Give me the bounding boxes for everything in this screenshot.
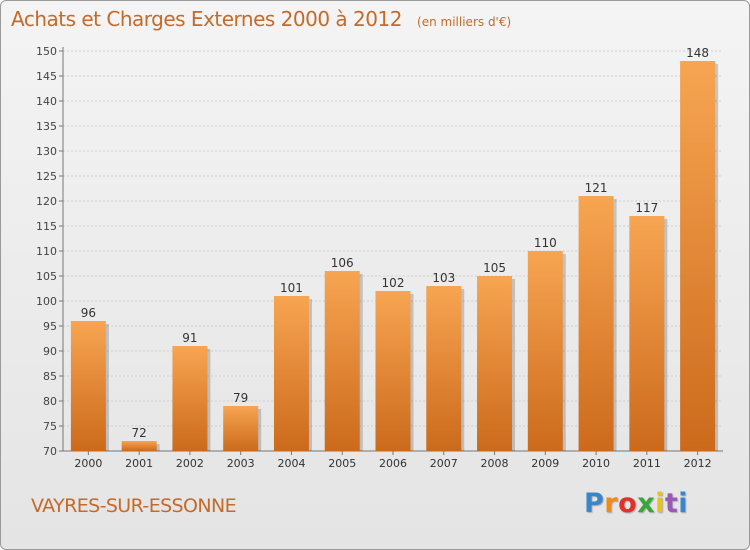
x-tick-label-2010: 2010 — [582, 457, 610, 470]
bar-2009 — [527, 251, 563, 451]
bars — [70, 61, 719, 451]
y-tick-label: 120 — [36, 195, 57, 208]
x-tick-label-2008: 2008 — [481, 457, 509, 470]
x-tick-label-2012: 2012 — [684, 457, 712, 470]
y-tick-label: 90 — [43, 345, 57, 358]
x-tick-label-2007: 2007 — [430, 457, 458, 470]
chart-unit: (en milliers d'€) — [417, 15, 512, 29]
data-label-2009: 110 — [534, 236, 557, 250]
data-label-2007: 103 — [432, 271, 455, 285]
bar-2012 — [680, 61, 716, 451]
y-tick-label: 130 — [36, 145, 57, 158]
bar-2010 — [578, 196, 614, 451]
data-label-2005: 106 — [331, 256, 354, 270]
y-tick-label: 85 — [43, 370, 57, 383]
x-tick-label-2009: 2009 — [531, 457, 559, 470]
y-tick-label: 145 — [36, 70, 57, 83]
bar-2006 — [375, 291, 411, 451]
data-label-2006: 102 — [382, 276, 405, 290]
bar-2000 — [70, 321, 106, 451]
bar-2004 — [273, 296, 309, 451]
bar-2008 — [477, 276, 513, 451]
y-tick-label: 95 — [43, 320, 57, 333]
y-tick-label: 150 — [36, 45, 57, 58]
data-label-2000: 96 — [81, 306, 96, 320]
data-label-2002: 91 — [182, 331, 197, 345]
data-label-2004: 101 — [280, 281, 303, 295]
data-label-2001: 72 — [132, 426, 147, 440]
x-tick-label-2001: 2001 — [125, 457, 153, 470]
bar-2005 — [324, 271, 360, 451]
bar-2002 — [172, 346, 208, 451]
y-tick-label: 100 — [36, 295, 57, 308]
data-label-2011: 117 — [635, 201, 658, 215]
axes: 70 75 80 85 90 95 100 105 110 115 120 125 130 135 140 1… — [36, 45, 723, 458]
y-tick-label: 110 — [36, 245, 57, 258]
x-tick-label-2004: 2004 — [277, 457, 305, 470]
y-tick-label: 80 — [43, 395, 57, 408]
x-tick-label-2003: 2003 — [227, 457, 255, 470]
y-tick-label: 125 — [36, 170, 57, 183]
data-label-2008: 105 — [483, 261, 506, 275]
y-tick-label: 135 — [36, 120, 57, 133]
y-tick-label: 115 — [36, 220, 57, 233]
title-line: Achats et Charges Externes 2000 à 2012 (… — [11, 7, 511, 31]
data-label-2003: 79 — [233, 391, 248, 405]
bar-2001 — [121, 441, 157, 451]
proxiti-logo[interactable]: Proxiti — [584, 488, 689, 519]
chart-title: Achats et Charges Externes 2000 à 2012 — [11, 7, 402, 31]
x-tick-label-2011: 2011 — [633, 457, 661, 470]
y-tick-label: 140 — [36, 95, 57, 108]
commune-name: VAYRES-SUR-ESSONNE — [31, 495, 237, 517]
data-label-2010: 121 — [585, 181, 608, 195]
bar-2003 — [223, 406, 259, 451]
y-tick-label: 70 — [43, 445, 57, 458]
x-tick-label-2006: 2006 — [379, 457, 407, 470]
y-tick-label: 75 — [43, 420, 57, 433]
x-tick-label-2000: 2000 — [74, 457, 102, 470]
data-label-2012: 148 — [686, 46, 709, 60]
y-tick-label: 105 — [36, 270, 57, 283]
bar-2011 — [629, 216, 665, 451]
x-tick-label-2005: 2005 — [328, 457, 356, 470]
x-tick-label-2002: 2002 — [176, 457, 204, 470]
labels: 96 2000 72 2001 91 2002 79 2003 101 2004 106 2005 10… — [74, 46, 711, 470]
bar-2007 — [426, 286, 462, 451]
